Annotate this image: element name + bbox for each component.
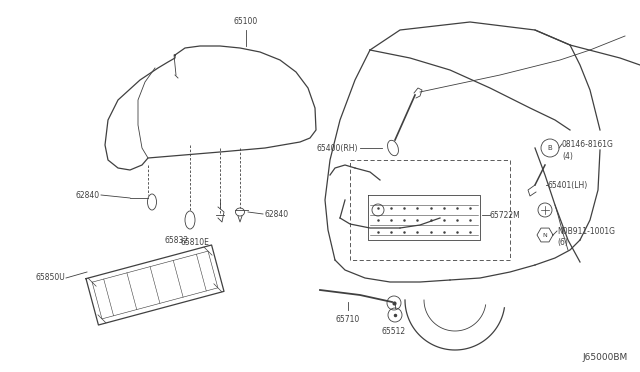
Text: 65401(LH): 65401(LH) — [548, 180, 588, 189]
Text: 65710: 65710 — [336, 315, 360, 324]
Text: J65000BM: J65000BM — [583, 353, 628, 362]
Text: B: B — [548, 145, 552, 151]
Text: 65722M: 65722M — [490, 211, 521, 219]
Text: 65512: 65512 — [382, 327, 406, 336]
Text: 65400(RH): 65400(RH) — [317, 144, 358, 153]
Text: 65100: 65100 — [234, 17, 258, 26]
Text: N: N — [543, 232, 547, 237]
Text: 62840: 62840 — [265, 209, 289, 218]
Text: (6): (6) — [557, 237, 568, 247]
Text: 65850U: 65850U — [35, 273, 65, 282]
Text: 08146-8161G: 08146-8161G — [562, 140, 614, 148]
Text: (4): (4) — [562, 151, 573, 160]
Text: 65810E: 65810E — [180, 238, 209, 247]
Text: N0B911-1001G: N0B911-1001G — [557, 227, 615, 235]
Text: 62840: 62840 — [76, 190, 100, 199]
Text: 65832: 65832 — [165, 236, 189, 245]
